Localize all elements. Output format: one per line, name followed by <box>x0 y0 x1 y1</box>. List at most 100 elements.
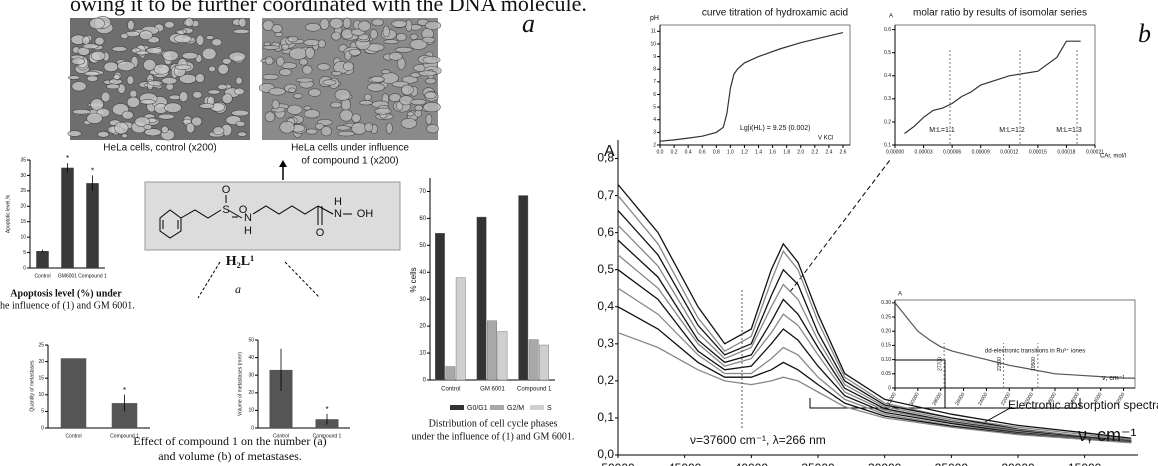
atom: O <box>316 227 325 239</box>
y-tick-label: 0.10 <box>881 357 891 363</box>
cell <box>317 39 326 49</box>
cell <box>410 98 427 106</box>
cell <box>217 63 229 75</box>
arrows <box>197 261 321 299</box>
line <box>617 195 1132 441</box>
y-axis-label: A <box>898 292 902 298</box>
y-tick-label: 0.15 <box>881 343 891 349</box>
cell <box>234 87 245 96</box>
y-tick-label: 15 <box>20 219 26 225</box>
significance: * <box>66 154 69 163</box>
y-tick-label: 9 <box>653 54 656 60</box>
cell <box>86 75 99 82</box>
bar <box>455 277 466 381</box>
x-tick-label: Compound 1 <box>110 433 139 439</box>
cell <box>184 17 194 28</box>
cell <box>320 126 332 137</box>
y-axis-label: % cells <box>409 267 418 292</box>
cell <box>67 75 81 80</box>
cell <box>139 99 156 105</box>
cell <box>274 31 284 37</box>
cell <box>335 125 351 131</box>
legend-label: S <box>547 405 552 412</box>
cell <box>174 64 192 70</box>
structure-box <box>144 181 401 251</box>
legend-swatch <box>490 405 504 410</box>
cell <box>370 76 385 83</box>
cell <box>363 93 372 101</box>
cell <box>423 101 441 113</box>
cell <box>82 43 99 50</box>
atom: O <box>222 184 231 196</box>
cell <box>143 59 157 71</box>
cell <box>217 84 228 90</box>
cell <box>89 17 105 30</box>
x-tick-label: 35000 <box>801 461 835 466</box>
x-tick-label: GM 6001 <box>480 387 505 393</box>
cell <box>121 110 134 120</box>
cell <box>112 74 121 80</box>
y-tick-label: 5 <box>41 409 44 415</box>
annotation: M:L=1:3 <box>1056 127 1082 134</box>
y-tick-label: 10 <box>650 41 656 47</box>
cell <box>418 70 437 77</box>
x-tick-label: 2.6 <box>839 149 846 155</box>
cell <box>147 80 163 86</box>
cell <box>235 120 246 127</box>
x-tick-label: 0.6 <box>699 149 706 155</box>
inset-title: molar ratio by results of isomolar serie… <box>913 8 1087 19</box>
bar <box>60 358 87 428</box>
cell <box>331 31 342 41</box>
cell <box>369 29 378 40</box>
y-tick-label: 25 <box>20 188 26 194</box>
cell <box>134 116 150 127</box>
x-tick-label: 1.0 <box>727 149 734 155</box>
cell <box>357 20 371 32</box>
x-tick-label: 0.00012 <box>1000 149 1018 155</box>
x-tick-label: Control <box>65 433 81 439</box>
line <box>617 239 1132 442</box>
cell <box>424 21 442 30</box>
significance: * <box>123 386 126 395</box>
y-tick-label: 4 <box>653 117 656 123</box>
y-tick-label: 0 <box>41 425 44 431</box>
caption: Effect of compound 1 on the number (a) <box>133 434 326 448</box>
legend-label: G0/G1 <box>467 405 488 412</box>
y-tick-label: 7 <box>653 79 656 85</box>
atom: O <box>239 204 248 216</box>
cell <box>292 93 303 99</box>
cell <box>271 24 283 33</box>
y-axis-label: Apoptotic level,% <box>5 194 11 233</box>
cell <box>207 89 221 95</box>
bar <box>445 366 456 381</box>
cell <box>120 33 129 40</box>
atom: H <box>244 225 252 237</box>
cell <box>106 83 120 90</box>
header-text: owing it to be further coordinated with … <box>70 0 587 16</box>
cell <box>367 82 385 92</box>
y-tick-label: 0.1 <box>884 142 891 148</box>
cell <box>305 23 321 32</box>
atom: S <box>222 204 229 216</box>
x-tick-label: 20000 <box>1001 461 1035 466</box>
y-tick-label: 0 <box>888 385 891 391</box>
arrow <box>284 261 321 299</box>
annotation: dd-electronic transitions in Ru³⁺ iones <box>985 348 1085 355</box>
cell <box>364 122 373 132</box>
connector <box>789 159 891 293</box>
panel-label: b <box>1138 19 1151 48</box>
line <box>617 332 1132 444</box>
y-tick-label: 0.30 <box>881 300 891 306</box>
y-tick-label: 60 <box>419 216 426 222</box>
y-tick-label: 25 <box>38 342 44 348</box>
cell <box>422 56 441 64</box>
x-tick-label: 0.00018 <box>1057 149 1075 155</box>
cell <box>337 130 356 137</box>
y-tick-label: 6 <box>653 92 656 98</box>
cell <box>97 131 110 138</box>
line <box>904 40 1081 134</box>
x-axis-label: CAr, mol/l <box>1100 154 1126 160</box>
bar <box>497 331 508 381</box>
sub-label: a <box>235 282 241 296</box>
cell <box>348 48 362 56</box>
